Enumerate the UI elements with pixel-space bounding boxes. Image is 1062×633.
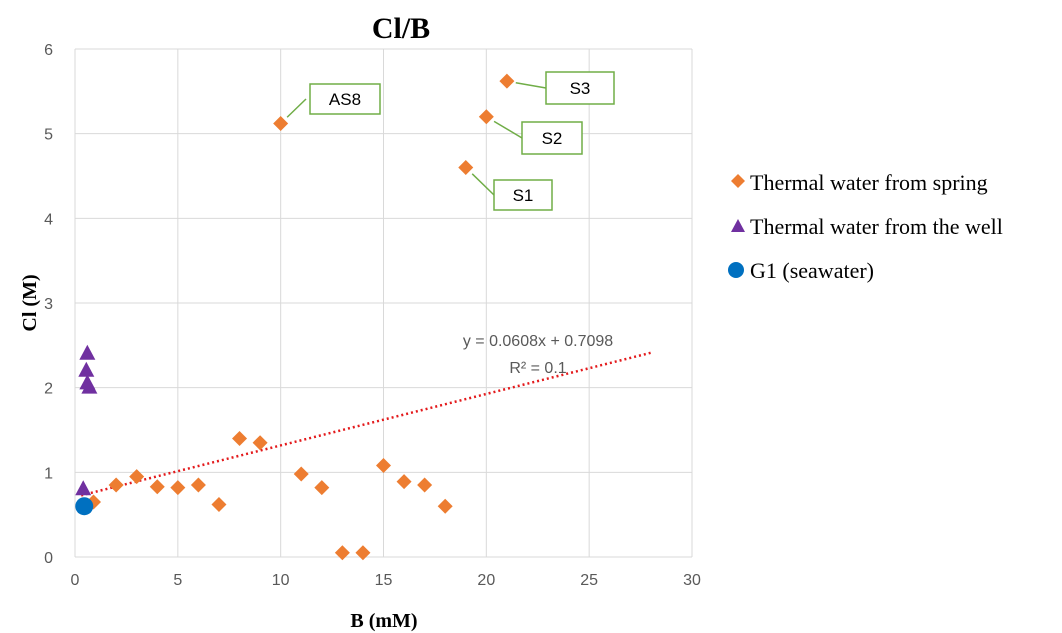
point-thermal-spring xyxy=(499,73,515,89)
x-axis-ticks: 0 5 10 15 20 25 30 xyxy=(71,572,701,589)
point-thermal-spring xyxy=(376,458,391,474)
point-seawater xyxy=(75,497,94,516)
legend-diamond-icon xyxy=(731,174,745,188)
chart-title: Cl/B xyxy=(372,12,430,45)
point-thermal-well xyxy=(78,361,95,377)
callout-leader xyxy=(493,120,523,139)
point-thermal-spring xyxy=(355,545,371,561)
point-thermal-spring xyxy=(232,430,248,446)
x-tick-label: 20 xyxy=(477,572,495,589)
y-axis-title: Cl (M) xyxy=(19,274,41,331)
callout-label: S2 xyxy=(542,129,563,148)
x-tick-label: 10 xyxy=(272,572,290,589)
callout-label: AS8 xyxy=(329,90,361,109)
callout-box xyxy=(309,83,381,115)
gridlines xyxy=(74,48,693,558)
y-tick-label: 4 xyxy=(44,211,53,228)
point-thermal-spring xyxy=(149,479,165,495)
legend-circle-icon xyxy=(728,262,744,278)
callout-label: S3 xyxy=(570,79,591,98)
callout-box xyxy=(493,179,553,211)
x-tick-label: 25 xyxy=(580,572,598,589)
callout-leader xyxy=(286,98,307,118)
callout-box xyxy=(521,121,583,155)
point-thermal-spring xyxy=(190,477,206,493)
point-thermal-well xyxy=(81,378,98,394)
callout-labels: AS8 S3 S2 S1 xyxy=(286,71,615,211)
legend: Thermal water from spring Thermal water … xyxy=(728,170,1003,283)
point-thermal-spring xyxy=(273,116,289,132)
point-thermal-well xyxy=(75,480,92,496)
callout-box xyxy=(545,71,615,105)
data-points xyxy=(75,73,515,561)
x-tick-label: 15 xyxy=(375,572,393,589)
point-thermal-spring xyxy=(334,545,350,561)
x-tick-label: 30 xyxy=(683,572,701,589)
legend-label-spring: Thermal water from spring xyxy=(750,170,988,195)
point-thermal-spring xyxy=(211,497,227,513)
y-axis-ticks: 0 1 2 3 4 5 6 xyxy=(44,42,53,567)
legend-label-well: Thermal water from the well xyxy=(750,214,1003,239)
x-axis-title: B (mM) xyxy=(350,610,417,632)
x-tick-label: 0 xyxy=(71,572,80,589)
point-thermal-spring xyxy=(129,469,145,485)
legend-triangle-icon xyxy=(731,219,745,232)
point-thermal-spring xyxy=(170,480,186,496)
y-tick-label: 5 xyxy=(44,127,53,144)
point-thermal-well xyxy=(79,344,96,360)
y-tick-label: 0 xyxy=(44,550,53,567)
point-thermal-spring xyxy=(293,466,309,482)
legend-label-seawater: G1 (seawater) xyxy=(750,258,874,283)
point-thermal-spring xyxy=(252,435,268,451)
y-tick-label: 1 xyxy=(44,465,53,482)
callout-leader xyxy=(471,173,495,196)
point-thermal-spring xyxy=(478,109,494,125)
point-thermal-spring xyxy=(437,498,453,514)
trendline-r-squared: R² = 0.1 xyxy=(509,360,566,377)
y-tick-label: 2 xyxy=(44,381,53,398)
point-thermal-spring xyxy=(417,477,433,493)
trendline-equation: y = 0.0608x + 0.7098 xyxy=(463,333,613,350)
y-tick-label: 6 xyxy=(44,42,53,59)
point-thermal-spring xyxy=(396,474,412,490)
callout-label: S1 xyxy=(513,186,534,205)
x-tick-label: 5 xyxy=(173,572,182,589)
y-tick-label: 3 xyxy=(44,296,53,313)
point-thermal-spring xyxy=(108,477,124,493)
callout-leader xyxy=(515,81,547,89)
point-thermal-spring xyxy=(458,160,474,176)
point-thermal-spring xyxy=(314,480,330,496)
